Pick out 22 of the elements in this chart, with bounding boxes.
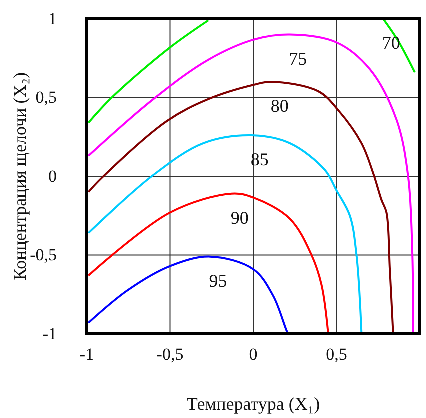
series-label: 95 xyxy=(209,270,228,291)
series-label: 70 xyxy=(382,33,400,54)
x-axis-title: Температура (X₁) xyxy=(186,394,320,414)
line-series xyxy=(88,81,394,335)
y-tick-label: 1 xyxy=(48,9,57,28)
y-tick-label: -1 xyxy=(42,324,57,344)
y-tick-label: 0 xyxy=(48,166,57,186)
y-tick-label: 0,5 xyxy=(36,88,57,108)
series-label: 75 xyxy=(289,48,308,69)
line-series xyxy=(88,34,414,335)
x-tick-label: -0,5 xyxy=(156,345,184,364)
x-tick-label: 0,5 xyxy=(326,345,348,364)
series-label: 90 xyxy=(230,208,249,228)
x-tick-label: 0 xyxy=(249,345,258,364)
y-axis-title: Концентрация щелочи (X₂) xyxy=(10,72,30,280)
line-series xyxy=(88,192,330,335)
series-label: 80 xyxy=(270,96,289,116)
line-series xyxy=(88,20,210,124)
y-tick-label: -0,5 xyxy=(30,246,57,265)
x-tick-label: -1 xyxy=(80,345,94,364)
line-series xyxy=(88,134,363,335)
line-series xyxy=(88,256,290,335)
